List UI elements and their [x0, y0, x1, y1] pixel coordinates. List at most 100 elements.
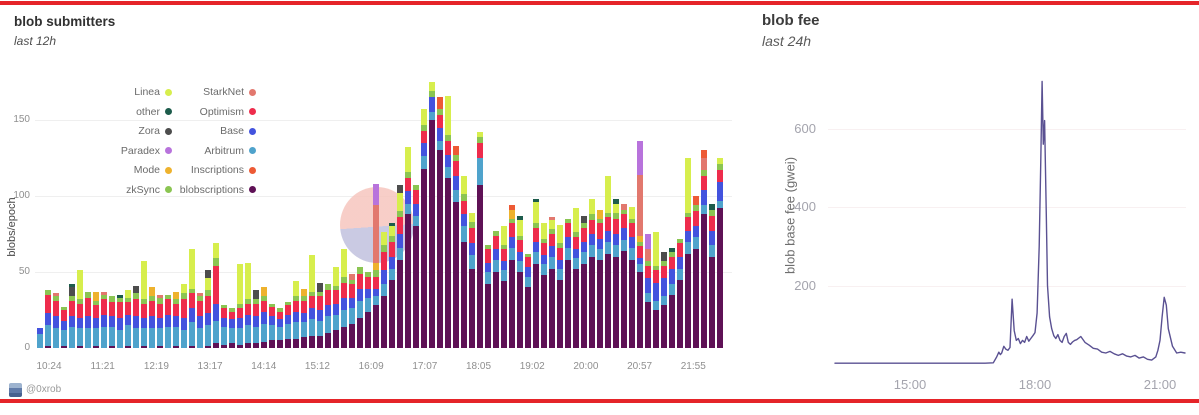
- bar-segment-Arbitrum: [597, 249, 603, 260]
- bar-segment-zkSync: [117, 297, 123, 303]
- bar-segment-Arbitrum: [293, 322, 299, 339]
- legend-item-Base[interactable]: Base: [124, 123, 256, 139]
- bar-segment-Optimism: [77, 303, 83, 318]
- bar-segment-zkSync: [221, 305, 227, 309]
- y-tick-label: 600: [794, 120, 816, 136]
- bar-segment-Optimism: [261, 300, 267, 312]
- bar-segment-Zora: [205, 270, 211, 279]
- legend-color-dot: [165, 127, 172, 135]
- bar-segment-Optimism: [221, 308, 227, 318]
- bar-segment-Optimism: [45, 294, 51, 314]
- bar-segment-Arbitrum: [45, 325, 51, 347]
- bar-segment-blobscriptions: [693, 249, 699, 348]
- bar-segment-Arbitrum: [181, 329, 187, 348]
- legend-item-Mode[interactable]: Mode: [40, 162, 172, 178]
- bar-segment-Base: [101, 314, 107, 327]
- bar-segment-zkSync: [325, 284, 331, 291]
- bar-segment-Arbitrum: [469, 255, 475, 269]
- fee-title: blob fee: [762, 12, 820, 29]
- bar-segment-blobscriptions: [517, 272, 523, 348]
- bar-segment-Optimism: [309, 296, 315, 309]
- x-tick-label: 18:05: [466, 361, 492, 372]
- bar-segment-blobscriptions: [189, 346, 195, 348]
- bar-segment-Optimism: [485, 249, 491, 263]
- bar-segment-blobscriptions: [477, 185, 483, 348]
- legend-item-StarkNet[interactable]: StarkNet: [124, 84, 256, 100]
- bar-segment-Arbitrum: [581, 252, 587, 265]
- bar-segment-blobscriptions: [429, 120, 435, 348]
- bar-segment-zkSync: [485, 244, 491, 250]
- bar-segment-Base: [597, 238, 603, 250]
- bar-segment-other: [69, 284, 75, 288]
- bar-segment-zkSync: [261, 296, 267, 301]
- bar-segment-Base: [149, 316, 155, 329]
- bar-segment-Arbitrum: [381, 284, 387, 297]
- bar-segment-Optimism: [509, 223, 515, 238]
- bar-segment-Base: [61, 320, 67, 330]
- legend-item-Inscriptions[interactable]: Inscriptions: [124, 162, 256, 178]
- bar-segment-blobscriptions: [173, 346, 179, 348]
- y-tick-label: 50: [18, 266, 30, 277]
- bar-segment-Base: [285, 314, 291, 324]
- bar-segment-Optimism: [85, 297, 91, 317]
- bar-segment-Base: [245, 314, 251, 326]
- bar-segment-Base: [357, 288, 363, 301]
- legend-item-Paradex[interactable]: Paradex: [40, 143, 172, 159]
- bar-segment-Optimism: [373, 276, 379, 289]
- bar-segment-zkSync: [525, 253, 531, 257]
- bar-segment-blobscriptions: [221, 344, 227, 348]
- x-tick-label: 15:00: [893, 377, 927, 392]
- bar-segment-blobscriptions: [269, 340, 275, 348]
- bar-segment-Arbitrum: [501, 270, 507, 282]
- bar-segment-Base: [397, 234, 403, 248]
- fee-line: [834, 80, 1186, 364]
- bar-segment-blobscriptions: [301, 337, 307, 348]
- bar-segment-Arbitrum: [421, 156, 427, 169]
- legend-item-other[interactable]: other: [40, 104, 172, 120]
- legend-item-zkSync[interactable]: zkSync: [40, 182, 172, 198]
- bar-segment-Arbitrum: [669, 284, 675, 295]
- bar-segment-zkSync: [677, 238, 683, 244]
- bar-segment-Optimism: [565, 223, 571, 238]
- bar-segment-Base: [685, 230, 691, 242]
- legend-item-blobscriptions[interactable]: blobscriptions: [124, 182, 256, 198]
- legend-item-Linea[interactable]: Linea: [40, 84, 172, 100]
- bar-segment-zkSync: [53, 296, 59, 301]
- bar-segment-blobscriptions: [541, 275, 547, 348]
- bar-segment-Base: [333, 303, 339, 315]
- bar-segment-Optimism: [453, 161, 459, 177]
- bar-segment-Linea: [293, 281, 299, 297]
- legend-item-Arbitrum[interactable]: Arbitrum: [124, 143, 256, 159]
- bar-segment-Inscriptions: [693, 196, 699, 206]
- bar-segment-Inscriptions: [453, 145, 459, 155]
- bar-segment-Optimism: [597, 223, 603, 239]
- bar-segment-Optimism: [533, 227, 539, 242]
- bar-segment-Base: [309, 308, 315, 320]
- bar-segment-Arbitrum: [389, 268, 395, 280]
- author-avatar: [9, 383, 22, 397]
- bar-segment-Arbitrum: [517, 261, 523, 272]
- bar-segment-Zora: [661, 252, 667, 262]
- legend-item-Optimism[interactable]: Optimism: [124, 104, 256, 120]
- bar-segment-Base: [517, 252, 523, 262]
- bar-segment-blobscriptions: [365, 311, 371, 348]
- author-handle[interactable]: @0xrob: [26, 384, 62, 395]
- bar-segment-blobscriptions: [341, 326, 347, 348]
- bar-segment-Optimism: [213, 265, 219, 304]
- bar-segment-Linea: [181, 284, 187, 294]
- bar-segment-blobscriptions: [493, 272, 499, 348]
- bar-segment-zkSync: [589, 214, 595, 221]
- bar-segment-blobscriptions: [277, 340, 283, 348]
- fee-plot-area[interactable]: [820, 64, 1192, 370]
- bar-segment-Base: [165, 314, 171, 327]
- x-tick-label: 15:12: [304, 361, 330, 372]
- bar-segment-Optimism: [493, 235, 499, 250]
- bar-segment-Base: [469, 243, 475, 256]
- legend-item-Zora[interactable]: Zora: [40, 123, 172, 139]
- bar-segment-Base: [541, 255, 547, 265]
- bar-segment-Linea: [405, 147, 411, 172]
- bar-segment-Optimism: [325, 290, 331, 306]
- bar-segment-Optimism: [101, 299, 107, 315]
- bar-segment-blobscriptions: [421, 168, 427, 348]
